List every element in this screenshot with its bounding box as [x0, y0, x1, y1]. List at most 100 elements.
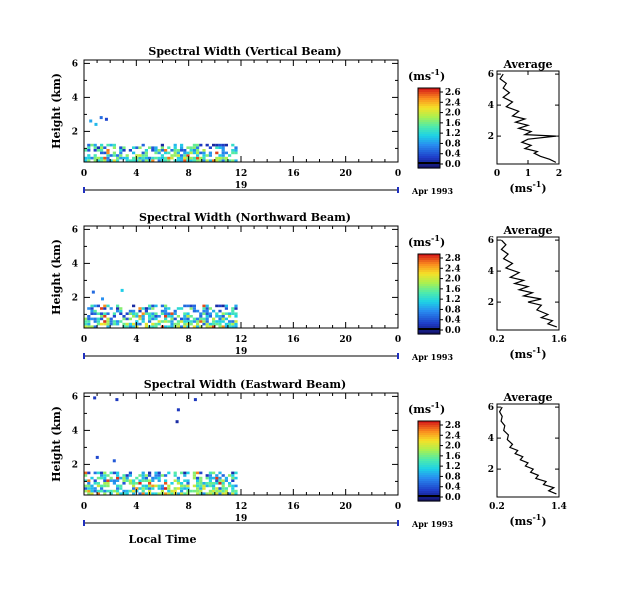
heat-cell: [208, 492, 212, 495]
colorbar-segment: [418, 330, 440, 333]
heat-cell: [87, 482, 91, 485]
colorbar-tick-label: 0.4: [445, 483, 461, 493]
heat-cell: [218, 309, 222, 313]
heat-cell: [96, 156, 100, 160]
heat-cell: [96, 159, 100, 162]
heat-cell: [186, 489, 190, 493]
colorbar-segment: [418, 106, 440, 109]
colorbar-segment: [418, 455, 440, 458]
heat-cell: [112, 143, 116, 147]
heat-cell: [196, 159, 200, 162]
heat-cell: [119, 156, 123, 160]
heat-cell: [228, 322, 232, 326]
heat-cell: [132, 309, 136, 313]
heat-cell: [186, 325, 190, 328]
heat-cell: [148, 317, 152, 321]
colorbar-segment: [418, 469, 440, 472]
heat-cell: [100, 476, 104, 480]
heat-cell: [87, 315, 91, 318]
heat-cell: [87, 484, 91, 488]
average-y-tick-label: 6: [488, 70, 494, 80]
heat-cell: [154, 476, 158, 480]
heat-cell: [144, 156, 148, 160]
heat-cell: [154, 474, 158, 477]
heat-cell: [202, 320, 206, 323]
average-x-label-base: (ms: [509, 182, 532, 195]
colorbar-segment: [418, 166, 440, 169]
heat-cell: [196, 156, 200, 160]
heat-cell: [84, 479, 88, 482]
average-x-label: (ms-1): [509, 512, 546, 528]
heat-cell: [96, 304, 100, 308]
heat-cell: [234, 315, 238, 318]
colorbar-segment: [418, 292, 440, 295]
heat-cell: [221, 479, 225, 482]
heat-cell: [112, 146, 116, 149]
heat-cell: [100, 489, 104, 493]
heat-cell: [183, 322, 187, 326]
heat-cell: [183, 312, 187, 315]
heat-cell: [148, 471, 152, 475]
heat-cell: [90, 143, 94, 147]
heat-point: [176, 408, 180, 412]
heat-cell: [218, 146, 222, 149]
heat-cell: [116, 156, 120, 160]
colorbar-tick-label: 2.4: [445, 264, 461, 274]
heat-cell: [96, 146, 100, 149]
heat-cell: [234, 312, 238, 315]
colorbar-segment: [418, 104, 440, 107]
heat-cell: [186, 154, 190, 157]
heat-cell: [202, 151, 206, 155]
heat-cell: [202, 304, 206, 308]
heat-cell: [183, 149, 187, 152]
heat-cell: [132, 315, 136, 318]
heat-cell: [183, 479, 187, 482]
heat-cell: [167, 489, 171, 493]
panel-1: Spectral Width (Northward Beam)0 4 8 12 16 20…: [50, 211, 567, 362]
heat-cell: [202, 317, 206, 321]
heat-cell: [106, 159, 110, 162]
heat-cell: [180, 471, 184, 475]
heat-cell: [144, 484, 148, 488]
colorbar-segment: [418, 453, 440, 456]
colorbar-segment: [418, 306, 440, 309]
heat-point: [175, 420, 179, 424]
heat-cell: [215, 492, 219, 495]
heat-cell: [103, 489, 107, 493]
heat-cell: [215, 320, 219, 323]
heat-cell: [157, 476, 161, 480]
heat-cell: [164, 315, 168, 318]
heat-cell: [87, 479, 91, 482]
heat-cell: [180, 320, 184, 323]
colorbar-segment: [418, 134, 440, 137]
colorbar-segment: [418, 272, 440, 275]
heat-cell: [205, 492, 209, 495]
heat-cell: [186, 312, 190, 315]
heat-cell: [180, 492, 184, 495]
colorbar-segment: [418, 268, 440, 271]
heat-cell: [167, 312, 171, 315]
heat-cell: [224, 307, 228, 310]
heat-cell: [208, 146, 212, 149]
heat-cell: [180, 149, 184, 152]
heat-cell: [164, 482, 168, 485]
heat-cell: [224, 487, 228, 490]
heat-cell: [103, 476, 107, 480]
x-tick-label: 20: [339, 169, 352, 179]
heat-cell: [176, 325, 180, 328]
y-tick-label: 4: [72, 259, 78, 269]
y-axis-label: Height (km): [50, 239, 63, 315]
heat-cell: [186, 484, 190, 488]
heat-cell: [164, 312, 168, 315]
heat-cell: [180, 317, 184, 321]
heat-cell: [208, 489, 212, 493]
colorbar-tick-label: 1.2: [445, 129, 461, 139]
colorbar-segment: [418, 435, 440, 438]
heat-cell: [208, 484, 212, 488]
heat-cell: [164, 304, 168, 308]
heat-cell: [173, 479, 177, 482]
heat-cell: [208, 151, 212, 155]
heat-cell: [106, 317, 110, 321]
heat-cell: [119, 307, 123, 310]
colorbar-segment: [418, 445, 440, 448]
